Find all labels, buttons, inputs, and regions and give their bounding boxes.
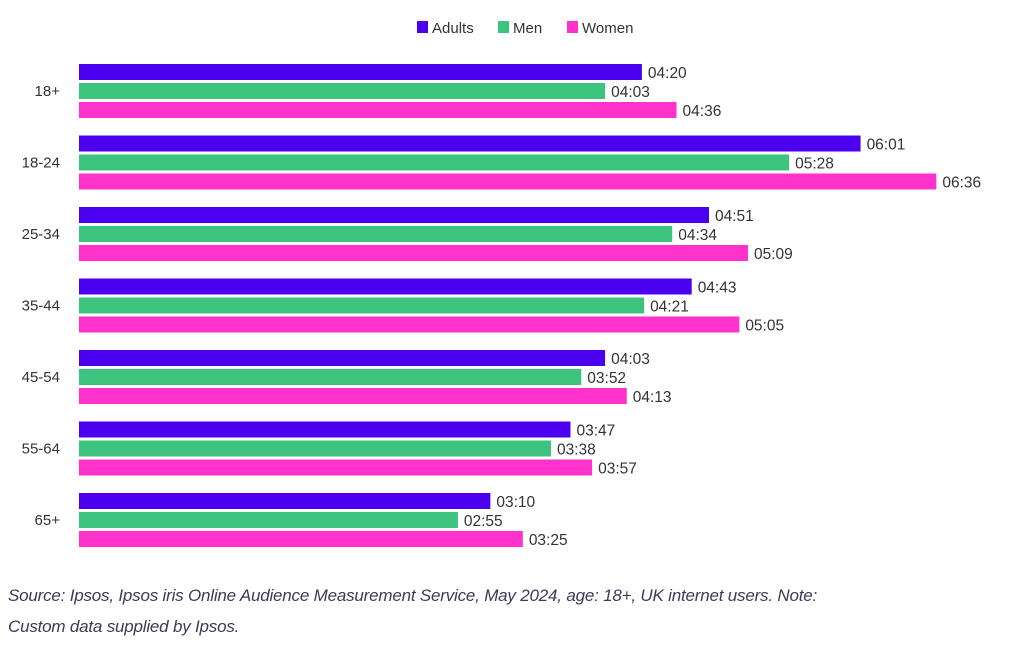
data-label: 04:21 [650, 299, 689, 316]
data-label: 03:52 [587, 370, 626, 387]
data-label: 04:51 [715, 208, 754, 225]
data-label: 03:47 [576, 423, 615, 440]
bar-men [79, 226, 673, 242]
legend-label-adults: Adults [432, 20, 474, 37]
legend-swatch-adults [417, 21, 428, 33]
data-label: 04:43 [698, 280, 737, 297]
data-label: 04:03 [611, 84, 650, 101]
bar-men [79, 297, 645, 314]
category-label: 45-54 [22, 369, 60, 386]
data-label: 04:03 [611, 351, 650, 368]
data-label: 02:55 [464, 513, 503, 530]
category-label: 55-64 [22, 441, 60, 458]
bar-adults [79, 64, 642, 80]
category-label: 25-34 [22, 226, 60, 243]
data-label: 04:36 [683, 103, 722, 120]
bar-men [79, 83, 606, 99]
bar-adults [79, 278, 692, 295]
data-label: 03:10 [496, 494, 535, 511]
category-label: 35-44 [22, 298, 60, 315]
bar-adults [79, 421, 571, 438]
bar-women [79, 531, 523, 547]
data-label: 03:38 [557, 442, 596, 459]
bar-women [79, 316, 740, 333]
bar-men [79, 369, 582, 385]
bar-women [79, 245, 748, 261]
bar-women [79, 388, 627, 404]
legend-label-men: Men [513, 20, 542, 37]
category-label: 18-24 [22, 155, 60, 172]
bar-adults [79, 135, 861, 152]
data-label: 04:20 [648, 65, 687, 82]
data-label: 05:09 [754, 246, 793, 263]
source-note-line-2: Custom data supplied by Ipsos. [8, 617, 240, 636]
data-label: 06:36 [942, 175, 981, 192]
data-label: 04:13 [633, 389, 672, 406]
bar-adults [79, 350, 606, 366]
data-label: 03:25 [529, 532, 568, 549]
bar-women [79, 102, 677, 118]
bar-chart: Adults Men Women 18+ 04:20 04:03 04:36 18-24 06:… [22, 20, 982, 549]
category-label: 65+ [35, 512, 61, 529]
data-label: 05:05 [745, 318, 784, 335]
data-label: 05:28 [795, 156, 834, 173]
data-label: 06:01 [867, 137, 906, 154]
category-label: 18+ [35, 83, 61, 100]
bar-women [79, 459, 593, 476]
legend-swatch-women [567, 21, 578, 33]
bar-adults [79, 207, 710, 223]
bar-men [79, 440, 551, 457]
legend-swatch-men [498, 21, 509, 33]
source-note-line-1: Source: Ipsos, Ipsos iris Online Audienc… [8, 586, 818, 605]
legend-label-women: Women [582, 20, 633, 37]
bar-men [79, 154, 790, 171]
data-label: 03:57 [598, 461, 637, 478]
bar-women [79, 173, 937, 190]
bar-men [79, 512, 458, 528]
bar-adults [79, 493, 491, 509]
data-label: 04:34 [678, 227, 717, 244]
